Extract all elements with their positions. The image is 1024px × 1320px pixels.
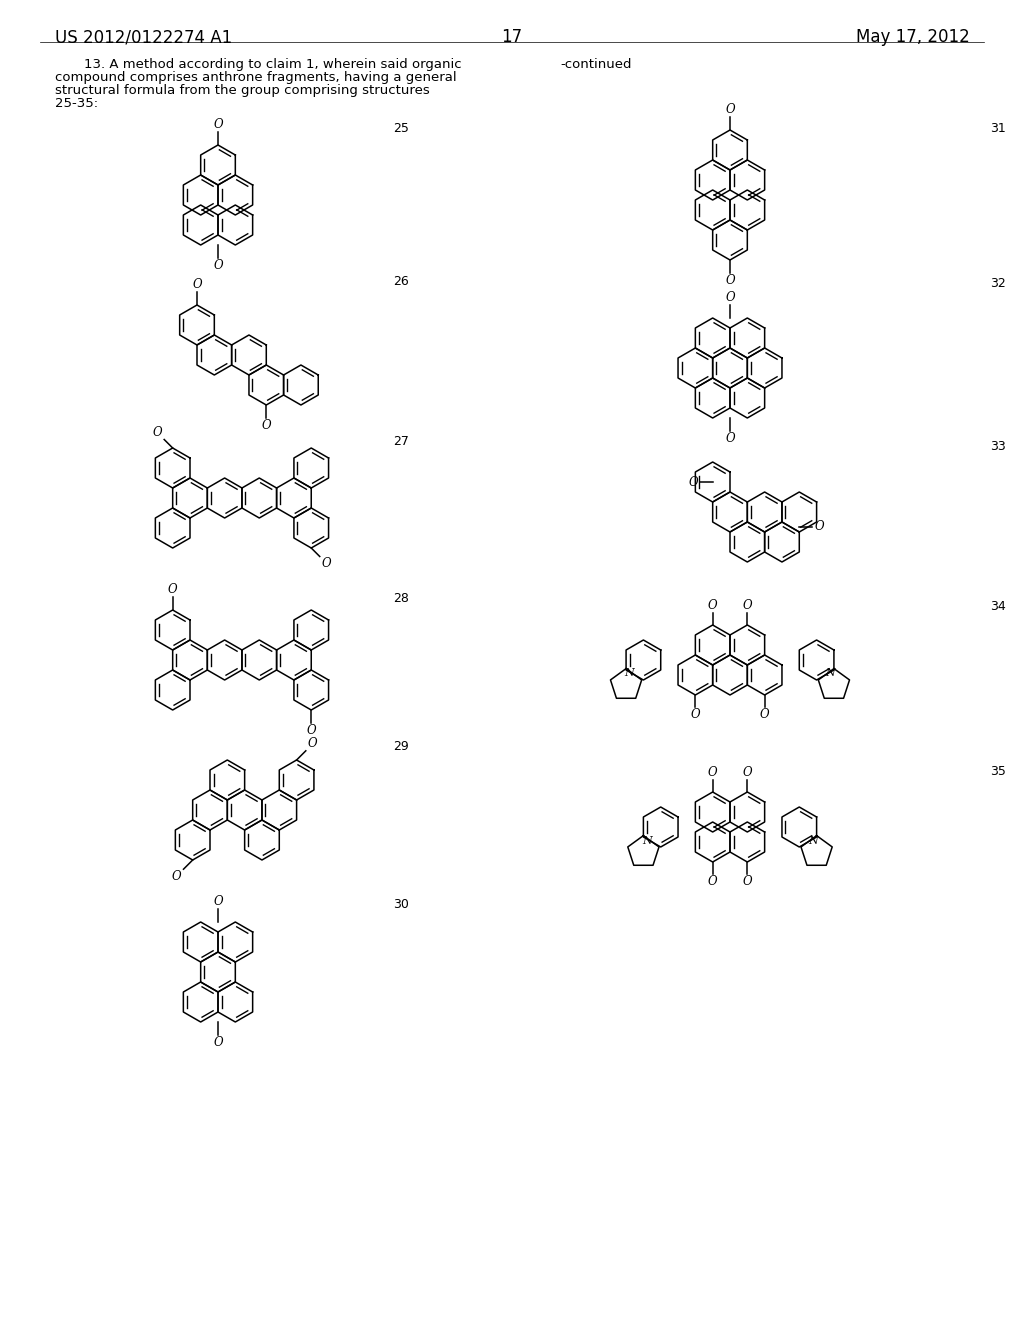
Text: O: O <box>725 103 735 116</box>
Text: US 2012/0122274 A1: US 2012/0122274 A1 <box>55 28 232 46</box>
Text: 27: 27 <box>393 436 409 447</box>
Text: 25-35:: 25-35: <box>55 96 98 110</box>
Text: O: O <box>708 599 718 612</box>
Text: 26: 26 <box>393 275 409 288</box>
Text: May 17, 2012: May 17, 2012 <box>856 28 970 46</box>
Text: 28: 28 <box>393 591 409 605</box>
Text: O: O <box>306 723 316 737</box>
Text: O: O <box>725 275 735 286</box>
Text: O: O <box>760 708 769 721</box>
Text: structural formula from the group comprising structures: structural formula from the group compri… <box>55 84 430 96</box>
Text: O: O <box>814 520 824 533</box>
Text: O: O <box>708 875 718 888</box>
Text: O: O <box>213 117 223 131</box>
Text: O: O <box>725 432 735 445</box>
Text: compound comprises anthrone fragments, having a general: compound comprises anthrone fragments, h… <box>55 71 457 84</box>
Text: O: O <box>690 708 700 721</box>
Text: 25: 25 <box>393 121 409 135</box>
Text: O: O <box>213 1036 223 1049</box>
Text: N: N <box>642 836 651 846</box>
Text: O: O <box>172 870 181 883</box>
Text: O: O <box>213 895 223 908</box>
Text: 34: 34 <box>990 601 1006 612</box>
Text: O: O <box>725 290 735 304</box>
Text: O: O <box>708 766 718 779</box>
Text: O: O <box>742 875 753 888</box>
Text: -continued: -continued <box>560 58 632 71</box>
Text: 31: 31 <box>990 121 1006 135</box>
Text: O: O <box>308 737 317 750</box>
Text: O: O <box>261 418 271 432</box>
Text: 13. A method according to claim 1, wherein said organic: 13. A method according to claim 1, where… <box>67 58 462 71</box>
Text: O: O <box>168 583 177 597</box>
Text: O: O <box>742 599 753 612</box>
Text: N: N <box>825 668 836 678</box>
Text: 33: 33 <box>990 440 1006 453</box>
Text: O: O <box>153 425 162 438</box>
Text: O: O <box>213 259 223 272</box>
Text: 32: 32 <box>990 277 1006 290</box>
Text: 29: 29 <box>393 741 409 752</box>
Text: N: N <box>625 668 635 678</box>
Text: O: O <box>193 279 202 290</box>
Text: N: N <box>808 836 818 846</box>
Text: O: O <box>322 557 332 570</box>
Text: 35: 35 <box>990 766 1006 777</box>
Text: O: O <box>742 766 753 779</box>
Text: 30: 30 <box>393 898 409 911</box>
Text: 17: 17 <box>502 28 522 46</box>
Text: O: O <box>688 475 697 488</box>
